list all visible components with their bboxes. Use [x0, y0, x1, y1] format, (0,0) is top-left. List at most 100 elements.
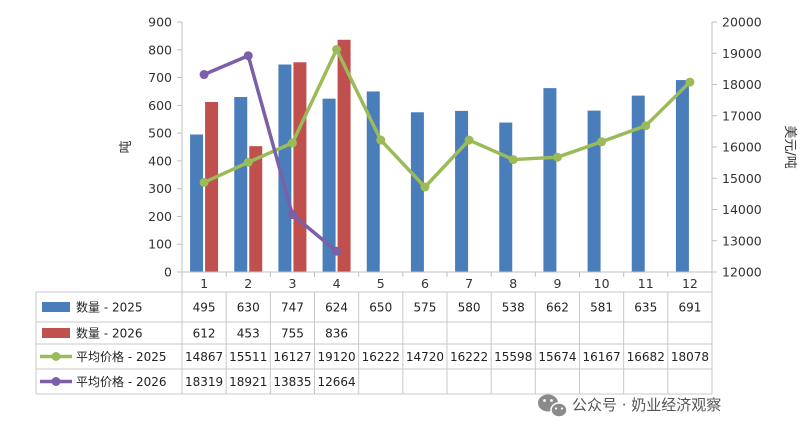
data-point	[332, 45, 342, 54]
bar	[205, 102, 219, 272]
left-tick-label: 700	[148, 70, 172, 85]
right-tick-label: 20000	[722, 15, 762, 30]
bar	[249, 146, 263, 272]
left-tick-label: 400	[148, 153, 172, 168]
left-tick-label: 900	[148, 15, 172, 30]
table-cell: 836	[325, 327, 348, 341]
x-tick-label: 12	[682, 276, 698, 291]
legend-label: 平均价格 - 2026	[76, 374, 167, 389]
x-tick-label: 10	[594, 276, 610, 291]
bar	[631, 95, 645, 272]
table-cell: 16682	[627, 350, 665, 364]
right-tick-label: 16000	[722, 140, 762, 155]
x-tick-label: 11	[638, 276, 654, 291]
table-cell: 18921	[229, 375, 267, 389]
data-point	[641, 121, 651, 131]
watermark-text: 公众号 · 奶业经济观察	[572, 396, 721, 414]
table-cell: 13835	[273, 375, 311, 389]
right-tick-label: 18000	[722, 77, 762, 92]
data-point	[243, 51, 253, 61]
series-line	[203, 53, 338, 253]
table-cell: 16222	[362, 350, 400, 364]
left-tick-label: 0	[164, 265, 172, 280]
bar	[499, 122, 513, 272]
x-tick-label: 2	[244, 276, 252, 291]
data-point	[552, 152, 562, 162]
bar	[587, 110, 601, 272]
wechat-icon	[538, 394, 568, 418]
data-point	[199, 70, 209, 80]
table-cell: 630	[237, 301, 260, 315]
series-line	[203, 47, 692, 189]
table-cell: 575	[413, 301, 436, 315]
data-point	[508, 155, 518, 165]
bar	[543, 88, 557, 272]
data-point	[597, 137, 607, 147]
bar	[410, 112, 424, 273]
bar	[455, 110, 469, 272]
right-tick-label: 13000	[722, 233, 762, 248]
table-cell: 16222	[450, 350, 488, 364]
data-point	[332, 246, 342, 256]
right-axis-title: 美元/吨	[782, 125, 797, 168]
table-cell: 580	[458, 301, 481, 315]
x-tick-label: 7	[465, 276, 473, 291]
left-tick-label: 300	[148, 181, 172, 196]
right-tick-label: 15000	[722, 171, 762, 186]
bar	[366, 91, 380, 272]
right-tick-label: 14000	[722, 202, 762, 217]
bar	[337, 39, 351, 273]
data-point	[199, 177, 209, 187]
left-tick-label: 600	[148, 98, 172, 113]
table-cell: 755	[281, 327, 304, 341]
bars-layer	[190, 39, 689, 273]
bar	[322, 98, 336, 273]
bar	[278, 64, 292, 272]
data-point	[420, 182, 430, 192]
right-tick-label: 17000	[722, 108, 762, 123]
legend-label: 数量 - 2025	[76, 300, 143, 315]
table-cell: 453	[237, 327, 260, 341]
table-cell: 18319	[185, 375, 223, 389]
data-point	[376, 135, 386, 145]
data-point	[685, 77, 695, 87]
table-cell: 12664	[317, 375, 355, 389]
table-cell: 538	[502, 301, 525, 315]
legend-key	[42, 302, 70, 312]
table-cell: 14867	[185, 350, 223, 364]
x-tick-label: 3	[288, 276, 296, 291]
legend-label: 数量 - 2026	[76, 326, 143, 341]
table-cell: 662	[546, 301, 569, 315]
legend-key-marker	[51, 377, 61, 386]
x-tick-label: 8	[509, 276, 517, 291]
watermark: 公众号 · 奶业经济观察	[538, 394, 721, 418]
x-tick-label: 5	[377, 276, 385, 291]
table-cell: 19120	[317, 350, 355, 364]
left-tick-label: 100	[148, 237, 172, 252]
right-tick-label: 19000	[722, 46, 762, 61]
table-cell: 15511	[229, 350, 267, 364]
table-cell: 635	[634, 301, 657, 315]
table-cell: 15598	[494, 350, 532, 364]
legend-key-marker	[51, 352, 61, 361]
left-tick-label: 500	[148, 126, 172, 141]
data-point	[243, 157, 253, 167]
x-tick-label: 1	[200, 276, 208, 291]
data-table: 数量 - 2025 495 630 747 624 650 575 580 538 662 581 6…	[35, 272, 713, 395]
left-tick-label: 800	[148, 42, 172, 57]
bar	[675, 80, 689, 272]
legend-key	[42, 328, 70, 338]
bar	[234, 97, 248, 272]
table-cell: 14720	[406, 350, 444, 364]
x-tick-label: 9	[553, 276, 561, 291]
table-cell: 581	[590, 301, 613, 315]
data-point	[287, 210, 297, 220]
table-cell: 691	[678, 301, 701, 315]
x-tick-label: 4	[333, 276, 341, 291]
table-cell: 650	[369, 301, 392, 315]
data-point	[464, 135, 474, 145]
right-tick-label: 12000	[722, 265, 762, 280]
axes-layer: 吨 美元/吨 010020030040050060070080090012000…	[119, 15, 797, 292]
